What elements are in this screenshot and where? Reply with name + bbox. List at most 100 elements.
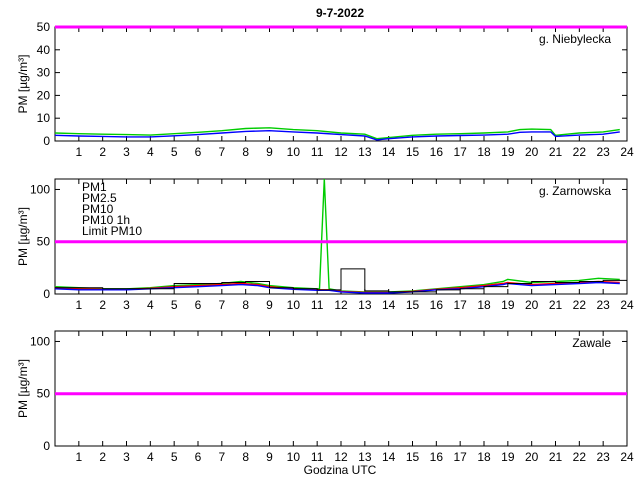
- y-tick-label: 50: [37, 20, 51, 34]
- y-tick-label: 100: [30, 334, 50, 348]
- legend-entry: PM10 1h: [82, 213, 130, 227]
- x-tick-label: 15: [406, 450, 420, 464]
- x-axis-label: Godzina UTC: [304, 463, 377, 477]
- y-tick-label: 0: [43, 287, 50, 301]
- x-tick-label: 2: [99, 450, 106, 464]
- x-tick-label: 6: [195, 450, 202, 464]
- x-tick-label: 7: [218, 298, 225, 312]
- x-tick-label: 7: [218, 145, 225, 159]
- x-tick-label: 2: [99, 145, 106, 159]
- x-tick-label: 11: [311, 298, 324, 312]
- x-tick-label: 4: [147, 450, 154, 464]
- x-tick-label: 9: [266, 298, 273, 312]
- x-tick-label: 2: [99, 298, 106, 312]
- legend-entry: PM1: [82, 180, 107, 194]
- series-line-pm1: [54, 129, 620, 141]
- x-tick-label: 8: [242, 298, 249, 312]
- x-tick-label: 13: [358, 145, 372, 159]
- x-tick-label: 18: [477, 298, 491, 312]
- x-tick-label: 20: [525, 298, 539, 312]
- x-tick-label: 16: [430, 298, 444, 312]
- x-tick-label: 12: [334, 145, 348, 159]
- legend-entry: PM10: [82, 202, 114, 216]
- y-tick-label: 10: [37, 111, 51, 125]
- x-tick-label: 22: [573, 145, 587, 159]
- x-tick-label: 10: [287, 145, 301, 159]
- x-tick-label: 4: [147, 145, 154, 159]
- x-tick-label: 1: [75, 450, 82, 464]
- x-tick-label: 14: [382, 450, 396, 464]
- y-axis-label: PM [µg/m³]: [16, 55, 30, 114]
- x-tick-label: 14: [382, 298, 396, 312]
- x-tick-label: 3: [123, 450, 130, 464]
- x-tick-label: 21: [549, 298, 563, 312]
- chart-title: 9-7-2022: [316, 6, 364, 20]
- series-line-pm10: [54, 127, 620, 140]
- legend-entry: PM2.5: [82, 191, 117, 205]
- x-tick-label: 3: [123, 145, 130, 159]
- plot-frame: [54, 330, 628, 447]
- y-tick-label: 50: [37, 387, 51, 401]
- y-tick-label: 40: [37, 43, 51, 57]
- y-tick-label: 100: [30, 182, 50, 196]
- x-tick-label: 21: [549, 450, 563, 464]
- y-tick-label: 0: [43, 134, 50, 148]
- x-tick-label: 24: [620, 450, 634, 464]
- x-tick-label: 5: [171, 450, 178, 464]
- x-tick-label: 16: [430, 145, 444, 159]
- x-tick-label: 9: [266, 450, 273, 464]
- x-tick-label: 11: [311, 450, 324, 464]
- y-axis-label: PM [µg/m³]: [16, 207, 30, 266]
- x-tick-label: 10: [287, 450, 301, 464]
- x-tick-label: 9: [266, 145, 273, 159]
- x-tick-label: 6: [195, 145, 202, 159]
- series-line-pm10: [54, 178, 620, 293]
- x-tick-label: 7: [218, 450, 225, 464]
- x-tick-label: 19: [501, 298, 515, 312]
- y-tick-label: 20: [37, 88, 51, 102]
- x-tick-label: 15: [406, 298, 420, 312]
- x-tick-label: 23: [596, 450, 610, 464]
- series-line-pm10-1h: [55, 268, 627, 293]
- x-tick-label: 8: [242, 145, 249, 159]
- x-tick-label: 23: [596, 145, 610, 159]
- x-tick-label: 21: [549, 145, 563, 159]
- station-name: g. Zarnowska: [539, 184, 611, 198]
- x-tick-label: 20: [525, 145, 539, 159]
- x-tick-label: 4: [147, 298, 154, 312]
- x-tick-label: 1: [75, 298, 82, 312]
- x-tick-label: 12: [334, 450, 348, 464]
- x-tick-label: 13: [358, 298, 372, 312]
- x-tick-label: 22: [573, 298, 587, 312]
- x-tick-label: 3: [123, 298, 130, 312]
- legend-entry: Limit PM10: [82, 224, 142, 238]
- x-tick-label: 15: [406, 145, 420, 159]
- x-tick-label: 22: [573, 450, 587, 464]
- x-tick-label: 5: [171, 298, 178, 312]
- y-tick-label: 0: [43, 439, 50, 453]
- x-tick-label: 19: [501, 145, 515, 159]
- x-tick-label: 1: [75, 145, 82, 159]
- x-tick-label: 6: [195, 298, 202, 312]
- x-tick-label: 13: [358, 450, 372, 464]
- x-tick-label: 24: [620, 298, 634, 312]
- x-tick-label: 20: [525, 450, 539, 464]
- x-tick-label: 18: [477, 450, 491, 464]
- x-tick-label: 17: [453, 145, 467, 159]
- x-tick-label: 11: [311, 145, 324, 159]
- x-tick-label: 24: [620, 145, 634, 159]
- x-tick-label: 17: [453, 450, 467, 464]
- x-tick-label: 17: [453, 298, 467, 312]
- x-tick-label: 16: [430, 450, 444, 464]
- x-tick-label: 18: [477, 145, 491, 159]
- x-tick-label: 12: [334, 298, 348, 312]
- x-tick-label: 19: [501, 450, 515, 464]
- x-tick-label: 14: [382, 145, 396, 159]
- x-tick-label: 23: [596, 298, 610, 312]
- station-name: Zawale: [572, 336, 611, 350]
- station-name: g. Niebylecka: [539, 32, 611, 46]
- x-tick-label: 5: [171, 145, 178, 159]
